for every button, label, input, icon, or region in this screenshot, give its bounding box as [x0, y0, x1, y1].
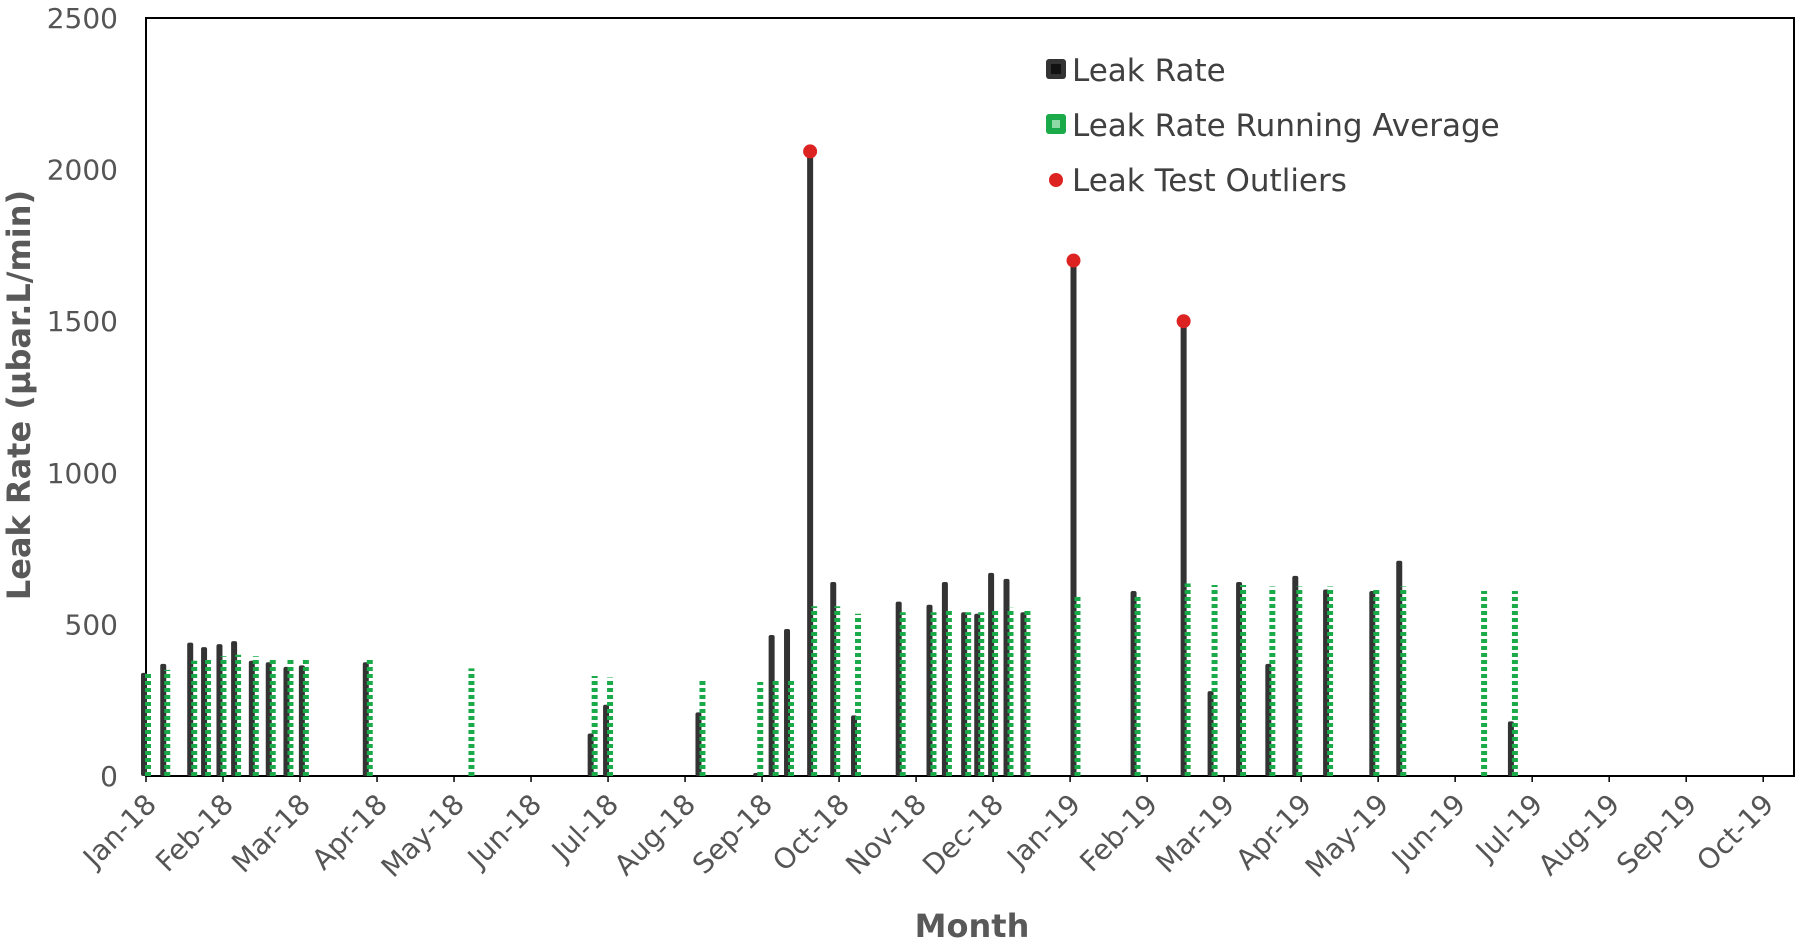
y-tick-label: 500	[65, 608, 118, 641]
x-tick-label: Mar-18	[225, 788, 317, 880]
x-tick-label: Nov-18	[839, 788, 933, 882]
legend-label: Leak Rate	[1072, 53, 1226, 89]
x-tick-label: Sep-18	[686, 788, 779, 881]
x-tick-label: Jan-18	[75, 788, 163, 876]
outlier-point	[1176, 314, 1191, 329]
leak-rate-bar	[1180, 321, 1187, 776]
y-tick-label: 2000	[47, 154, 118, 187]
x-tick-label: Sep-19	[1610, 788, 1703, 881]
y-tick-label: 0	[100, 760, 118, 793]
x-tick-label: Feb-18	[149, 788, 240, 879]
y-axis-title: Leak Rate (µbar.L/min)	[0, 190, 38, 600]
leak-rate-bar	[1323, 589, 1330, 776]
x-tick-label: Jan-19	[999, 788, 1087, 876]
x-tick-label: May-18	[375, 788, 471, 884]
x-tick-label: May-19	[1299, 788, 1395, 884]
leak-rate-bar	[941, 581, 948, 776]
y-tick-label: 1000	[47, 457, 118, 490]
y-axis: 0 500 1000 1500 2000 2500	[47, 2, 118, 793]
outlier-point	[803, 144, 818, 159]
x-tick-label: Aug-18	[608, 788, 702, 882]
leak-rate-bar	[1236, 581, 1243, 776]
x-tick-label: Oct-19	[1690, 788, 1780, 878]
legend-label: Leak Test Outliers	[1072, 163, 1347, 199]
legend-key-leak-rate-inner	[1051, 64, 1061, 74]
legend: Leak Rate Leak Rate Running Average Leak T…	[1046, 53, 1500, 199]
y-tick-label: 1500	[47, 305, 118, 338]
leak-rate-bar	[298, 665, 305, 776]
x-axis: Jan-18Feb-18Mar-18Apr-18May-18Jun-18Jul-…	[75, 776, 1780, 884]
x-tick-label: Dec-18	[916, 788, 1010, 882]
legend-key-outliers	[1049, 173, 1063, 187]
x-tick-label: Jun-19	[1384, 788, 1472, 876]
leak-rate-bar	[830, 581, 837, 776]
leak-rate-bar	[1130, 591, 1137, 776]
leak-rate-bar	[1507, 721, 1514, 776]
x-tick-label: Jun-18	[460, 788, 548, 876]
outlier-layer	[803, 144, 1191, 329]
outlier-point	[1066, 253, 1081, 268]
legend-key-running-average-inner	[1052, 120, 1060, 128]
x-tick-label: Mar-19	[1149, 788, 1241, 880]
x-axis-title: Month	[915, 907, 1030, 945]
leak-rate-bar	[201, 647, 208, 776]
bars-layer	[141, 151, 1518, 776]
legend-label: Leak Rate Running Average	[1072, 108, 1500, 144]
leak-rate-bar	[283, 666, 290, 776]
y-tick-label: 2500	[47, 2, 118, 35]
x-tick-label: Aug-19	[1532, 788, 1626, 882]
leak-rate-bar	[1369, 591, 1376, 776]
x-tick-label: Oct-18	[766, 788, 856, 878]
x-tick-label: Feb-19	[1073, 788, 1164, 879]
